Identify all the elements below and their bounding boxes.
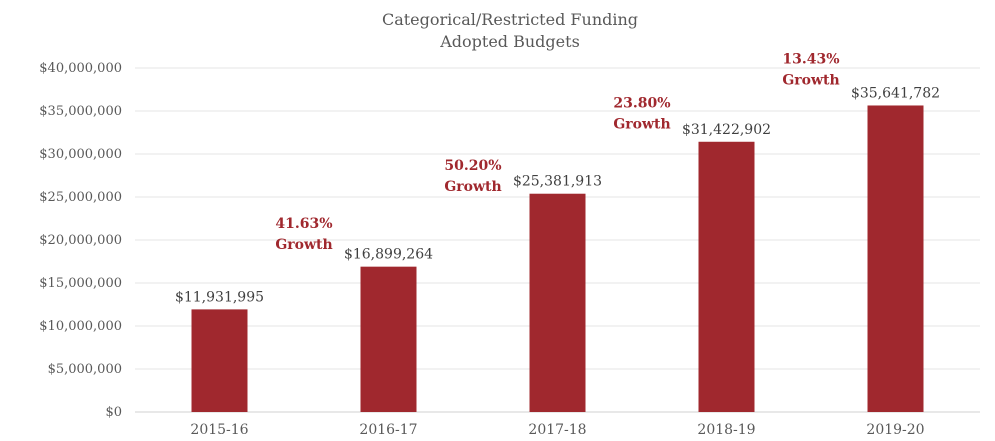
growth-percent-label: 50.20% xyxy=(444,158,501,174)
bar xyxy=(698,141,755,412)
x-tick-label: 2019-20 xyxy=(866,422,924,438)
bar xyxy=(867,105,924,412)
x-tick-label: 2018-19 xyxy=(697,422,755,438)
growth-word-label: Growth xyxy=(782,73,839,89)
y-tick-label: $5,000,000 xyxy=(48,362,122,377)
growth-percent-label: 23.80% xyxy=(613,96,670,112)
bar-value-label: $25,381,913 xyxy=(513,174,602,190)
y-tick-label: $15,000,000 xyxy=(39,276,122,291)
y-tick-label: $40,000,000 xyxy=(39,61,122,76)
growth-word-label: Growth xyxy=(613,117,670,133)
bar xyxy=(191,309,248,412)
bar xyxy=(360,266,417,412)
x-tick-label: 2015-16 xyxy=(190,422,248,438)
growth-percent-label: 13.43% xyxy=(782,52,839,68)
bar-value-label: $16,899,264 xyxy=(344,247,433,263)
bar-value-label: $11,931,995 xyxy=(175,289,264,305)
bar xyxy=(529,193,586,412)
y-tick-label: $35,000,000 xyxy=(39,104,122,119)
bar-value-label: $35,641,782 xyxy=(851,85,940,101)
bar-value-label: $31,422,902 xyxy=(682,122,771,138)
growth-word-label: Growth xyxy=(275,237,332,253)
chart-title-line-1: Categorical/Restricted Funding xyxy=(382,10,638,29)
y-tick-label: $25,000,000 xyxy=(39,190,122,205)
y-tick-label: $30,000,000 xyxy=(39,147,122,162)
x-tick-label: 2017-18 xyxy=(528,422,586,438)
growth-word-label: Growth xyxy=(444,179,501,195)
y-tick-label: $20,000,000 xyxy=(39,233,122,248)
y-tick-label: $10,000,000 xyxy=(39,319,122,334)
x-tick-label: 2016-17 xyxy=(359,422,417,438)
chart-title-line-2: Adopted Budgets xyxy=(439,32,580,51)
y-tick-label: $0 xyxy=(105,405,122,420)
growth-percent-label: 41.63% xyxy=(275,216,332,232)
